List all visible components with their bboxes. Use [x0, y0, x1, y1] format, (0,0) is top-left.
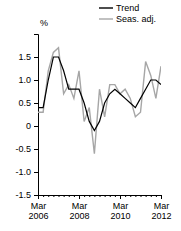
x-tick [130, 195, 131, 197]
x-tick [100, 195, 101, 197]
x-tick [89, 195, 90, 197]
x-tick-label: Mar2008 [69, 201, 89, 221]
x-tick [141, 195, 142, 197]
y-tick-mark [34, 80, 38, 81]
y-tick-label: 0 [26, 121, 31, 131]
x-axis: Mar2006 Mar2008 Mar2010 Mar2012 [28, 195, 171, 221]
legend-label: Trend [116, 3, 139, 13]
y-tick: 1.0 [18, 75, 38, 85]
x-tick-label: Mar2006 [28, 201, 48, 221]
x-tick [94, 195, 95, 197]
legend-label: Seas. adj. [116, 14, 156, 24]
y-tick: 1.5 [18, 52, 38, 62]
x-tick-mark [146, 195, 147, 197]
y-tick-mark [34, 126, 38, 127]
series-line [38, 57, 161, 131]
y-tick-mark [34, 195, 38, 196]
y-tick-mark [34, 103, 38, 104]
x-tick-mark [156, 195, 157, 197]
x-tick [69, 195, 70, 197]
x-tick-mark [74, 195, 75, 197]
chart: -1.5-1.0-0.500.51.01.5%Mar2006Mar2008Mar… [0, 0, 181, 231]
x-tick-mark [69, 195, 70, 197]
x-tick-mark [161, 195, 162, 199]
x-tick-mark [94, 195, 95, 197]
x-axis-line [39, 196, 162, 199]
x-tick [110, 195, 111, 197]
y-tick: -1.5 [15, 190, 38, 200]
y-tick-label: 0.5 [18, 98, 31, 108]
x-tick [105, 195, 106, 197]
x-tick [43, 195, 44, 197]
y-axis: -1.5 -1.0 -0.5 0 0.5 1.0 1.5 [15, 35, 38, 201]
x-tick [53, 195, 54, 197]
x-tick-label: Mar2010 [110, 201, 130, 221]
legend-swatch [99, 7, 113, 8]
x-tick-mark [53, 195, 54, 197]
x-tick [125, 195, 126, 197]
legend-swatch [99, 18, 113, 19]
x-tick-mark [59, 195, 60, 197]
x-tick-mark [89, 195, 90, 197]
x-tick [156, 195, 157, 197]
y-tick: 0.5 [18, 98, 38, 108]
x-tick [146, 195, 147, 197]
y-tick: -0.5 [15, 144, 38, 154]
y-tick-mark [34, 172, 38, 173]
y-tick-label: 1.0 [18, 75, 31, 85]
lines [38, 48, 161, 154]
y-axis-label: % [40, 18, 48, 28]
x-tick [74, 195, 75, 197]
x-tick-mark [125, 195, 126, 197]
x-tick: Mar2010 [110, 195, 130, 221]
x-tick-mark [151, 195, 152, 197]
y-tick-label: 1.5 [18, 52, 31, 62]
x-tick [48, 195, 49, 197]
x-tick-mark [48, 195, 49, 197]
x-tick: Mar2008 [69, 195, 89, 221]
x-tick [64, 195, 65, 197]
y-axis-line [34, 35, 39, 196]
x-tick [59, 195, 60, 197]
y-tick-label: -1.5 [15, 190, 31, 200]
x-tick [151, 195, 152, 197]
x-tick: Mar2012 [151, 195, 171, 221]
y-tick-mark [34, 57, 38, 58]
x-tick [135, 195, 136, 197]
y-tick: -1.0 [15, 167, 38, 177]
x-tick-mark [115, 195, 116, 197]
legend-item: Trend [99, 3, 139, 13]
series-line [38, 48, 161, 154]
y-tick-mark [34, 149, 38, 150]
y-tick-label: -0.5 [15, 144, 31, 154]
legend: TrendSeas. adj. [99, 3, 156, 24]
x-tick-mark [141, 195, 142, 197]
x-tick: Mar2006 [28, 195, 48, 221]
x-tick [84, 195, 85, 197]
x-tick-mark [110, 195, 111, 197]
x-tick-mark [105, 195, 106, 197]
x-tick-mark [135, 195, 136, 197]
x-tick-mark [130, 195, 131, 197]
x-tick-mark [79, 195, 80, 199]
x-tick-mark [120, 195, 121, 199]
x-tick-mark [84, 195, 85, 197]
x-tick-mark [38, 195, 39, 199]
x-tick-mark [43, 195, 44, 197]
y-tick: 0 [26, 121, 38, 131]
x-tick-mark [100, 195, 101, 197]
x-tick-label: Mar2012 [151, 201, 171, 221]
x-tick [115, 195, 116, 197]
legend-item: Seas. adj. [99, 14, 156, 24]
plot: -1.5-1.0-0.500.51.01.5%Mar2006Mar2008Mar… [15, 3, 171, 221]
x-tick-mark [64, 195, 65, 197]
y-tick-label: -1.0 [15, 167, 31, 177]
